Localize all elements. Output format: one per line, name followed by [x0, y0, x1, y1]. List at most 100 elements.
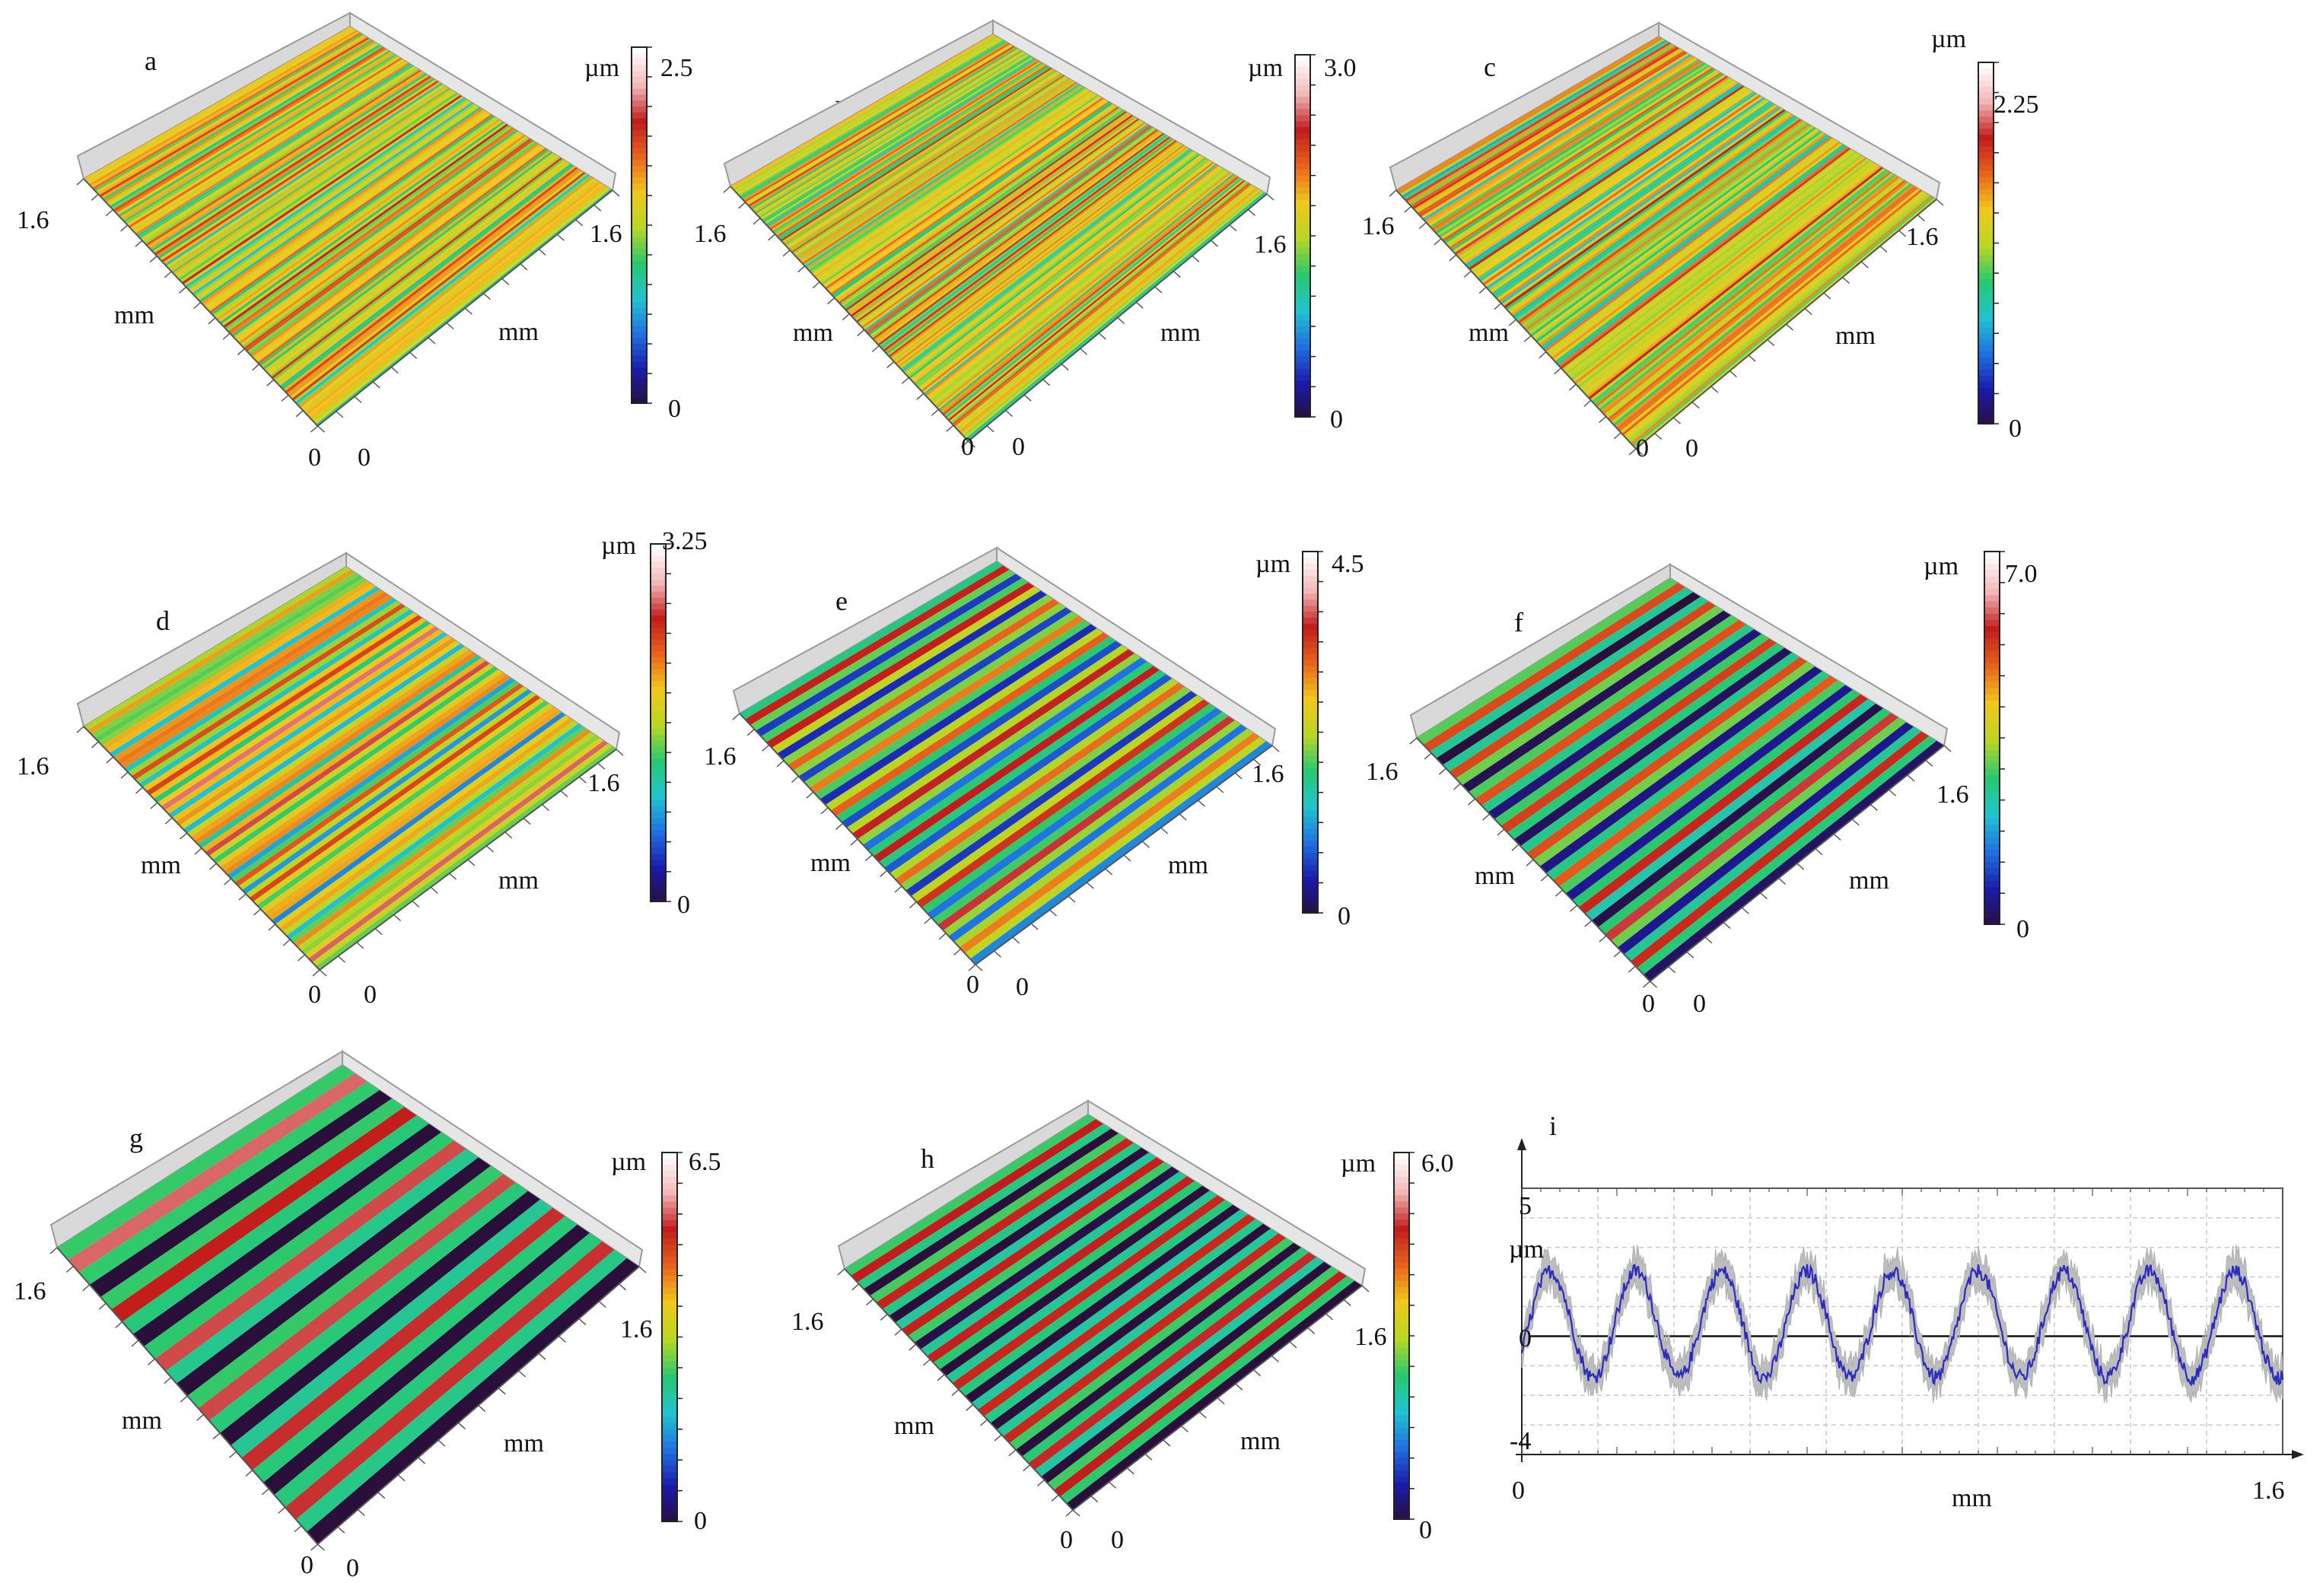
surface-a-tick — [409, 351, 418, 359]
colorbar-h-swatch — [1394, 1342, 1409, 1350]
surface-g-tick — [147, 1358, 155, 1366]
surface-a-stripe — [243, 138, 532, 350]
surface-a-stripe — [148, 72, 425, 250]
surface-b-stripe — [886, 138, 1174, 354]
colorbar-e-swatch — [1303, 726, 1318, 733]
surface-b-tick — [901, 377, 909, 384]
surface-f-tick — [1889, 789, 1897, 796]
surface-b-stripe — [797, 79, 1073, 261]
surface-b-stripe — [853, 116, 1137, 320]
surface-a-stripe — [138, 65, 414, 239]
surface-b-stripe — [846, 112, 1128, 313]
panel-i-profile-chart: i 5 µm 0 -4 0 mm 1.6 — [1509, 1111, 2304, 1512]
colorbar-e-swatch — [1303, 786, 1318, 793]
surface-b-stripe — [822, 96, 1101, 287]
colorbar-g-swatch — [662, 1287, 677, 1295]
profile-plot-area — [1516, 1138, 2304, 1462]
surface-g-tick — [82, 1284, 91, 1292]
colorbar-d-swatch — [651, 711, 666, 718]
colorbar-f-swatch — [1984, 707, 2000, 714]
colorbar-c-swatch — [1978, 152, 1994, 160]
surface-b-stripe — [900, 148, 1191, 370]
surface-e-tick — [1216, 786, 1224, 793]
surface-d-tick — [467, 859, 476, 866]
surface-f-stripe — [1507, 643, 1784, 840]
colorbar-a-swatch — [632, 367, 647, 374]
surface-c-stripe — [1523, 122, 1808, 329]
surface-f-stripe — [1552, 676, 1838, 887]
colorbar-c-swatch — [1978, 80, 1994, 87]
surface-c-stripe — [1401, 40, 1667, 199]
surface-d-stripe — [172, 635, 452, 822]
surface-d-tick — [91, 741, 99, 749]
surface-c-stripe — [1477, 91, 1755, 280]
surface-c-stripe — [1450, 73, 1724, 251]
surface-e-tick — [1179, 813, 1187, 821]
surface-b-stripe — [778, 65, 1049, 239]
surface-d-stripe — [278, 717, 574, 932]
surface-b-stripe — [832, 103, 1113, 298]
surface-h-stripe — [1016, 1242, 1301, 1457]
panel-e-left-axis-min: 0 — [966, 971, 979, 999]
surface-a-stripe — [214, 118, 499, 320]
colorbar-a-swatch — [632, 332, 647, 339]
surface-f-stripe — [1572, 689, 1860, 908]
surface-a-tick — [520, 263, 528, 271]
surface-c-stripe — [1398, 37, 1663, 194]
surface-c-stripe — [1473, 89, 1751, 276]
surface-a-stripe — [154, 75, 431, 256]
colorbar-h-swatch — [1394, 1317, 1409, 1324]
colorbar-a — [631, 46, 652, 404]
colorbar-d-swatch — [651, 835, 666, 843]
surface-d — [76, 552, 624, 977]
surface-b-stripe — [893, 144, 1183, 364]
colorbar-c-swatch — [1978, 183, 1994, 190]
surface-a-stripe — [218, 120, 503, 323]
colorbar-f-swatch — [1984, 607, 2000, 615]
panel-e-right-axis-unit: mm — [1168, 851, 1208, 879]
surface-a-stripe — [240, 135, 528, 346]
surface-a-stripe — [199, 107, 482, 303]
surface-b-stripe — [800, 81, 1076, 263]
colorbar-f-swatch — [1984, 738, 2000, 746]
surface-f-tick — [1468, 798, 1476, 806]
surface-b-stripe — [854, 117, 1138, 322]
surface-d-stripe — [294, 729, 591, 947]
colorbar-f-swatch — [1984, 837, 2000, 844]
colorbar-e-swatch — [1303, 738, 1318, 746]
colorbar-f-swatch — [1984, 650, 2000, 658]
surface-b-stripe — [964, 191, 1264, 439]
surface-d-stripe — [304, 738, 604, 959]
surface-a-stripe — [234, 132, 522, 341]
surface-c-stripe — [1593, 170, 1890, 405]
surface-c-stripe — [1604, 177, 1902, 417]
surface-d-stripe — [194, 652, 477, 844]
surface-g-tick — [196, 1413, 205, 1421]
colorbar-c-swatch — [1978, 104, 1994, 112]
colorbar-b-swatch — [1295, 241, 1310, 249]
colorbar-e-swatch — [1303, 563, 1318, 571]
colorbar-g-swatch — [662, 1361, 677, 1369]
surface-f-stripe — [1546, 671, 1830, 880]
colorbar-e-swatch — [1303, 762, 1318, 769]
colorbar-d-swatch — [651, 740, 666, 748]
surface-c-stripe — [1434, 62, 1706, 234]
surface-a-stripe — [207, 113, 492, 312]
surface-g-tick — [164, 1377, 172, 1385]
surface-g-stripe — [165, 1149, 479, 1384]
colorbar-a-swatch — [632, 107, 647, 113]
surface-h-tick — [1072, 1509, 1080, 1517]
surface-g-stripe — [78, 1082, 380, 1285]
surface-b-stripe — [785, 71, 1058, 247]
surface-c-tick — [1554, 367, 1562, 375]
surface-a-tick — [593, 204, 602, 211]
colorbar-b-swatch — [1295, 308, 1310, 316]
surface-b-stripe — [734, 37, 1000, 192]
colorbar-d-swatch — [651, 615, 666, 622]
colorbar-f-swatch — [1984, 874, 2000, 882]
colorbar-a-swatch — [632, 201, 647, 208]
colorbar-f-swatch — [1984, 688, 2000, 695]
colorbar-f-swatch — [1984, 564, 2000, 571]
colorbar-f-swatch — [1984, 682, 2000, 689]
surface-e-stripe — [745, 565, 1010, 725]
